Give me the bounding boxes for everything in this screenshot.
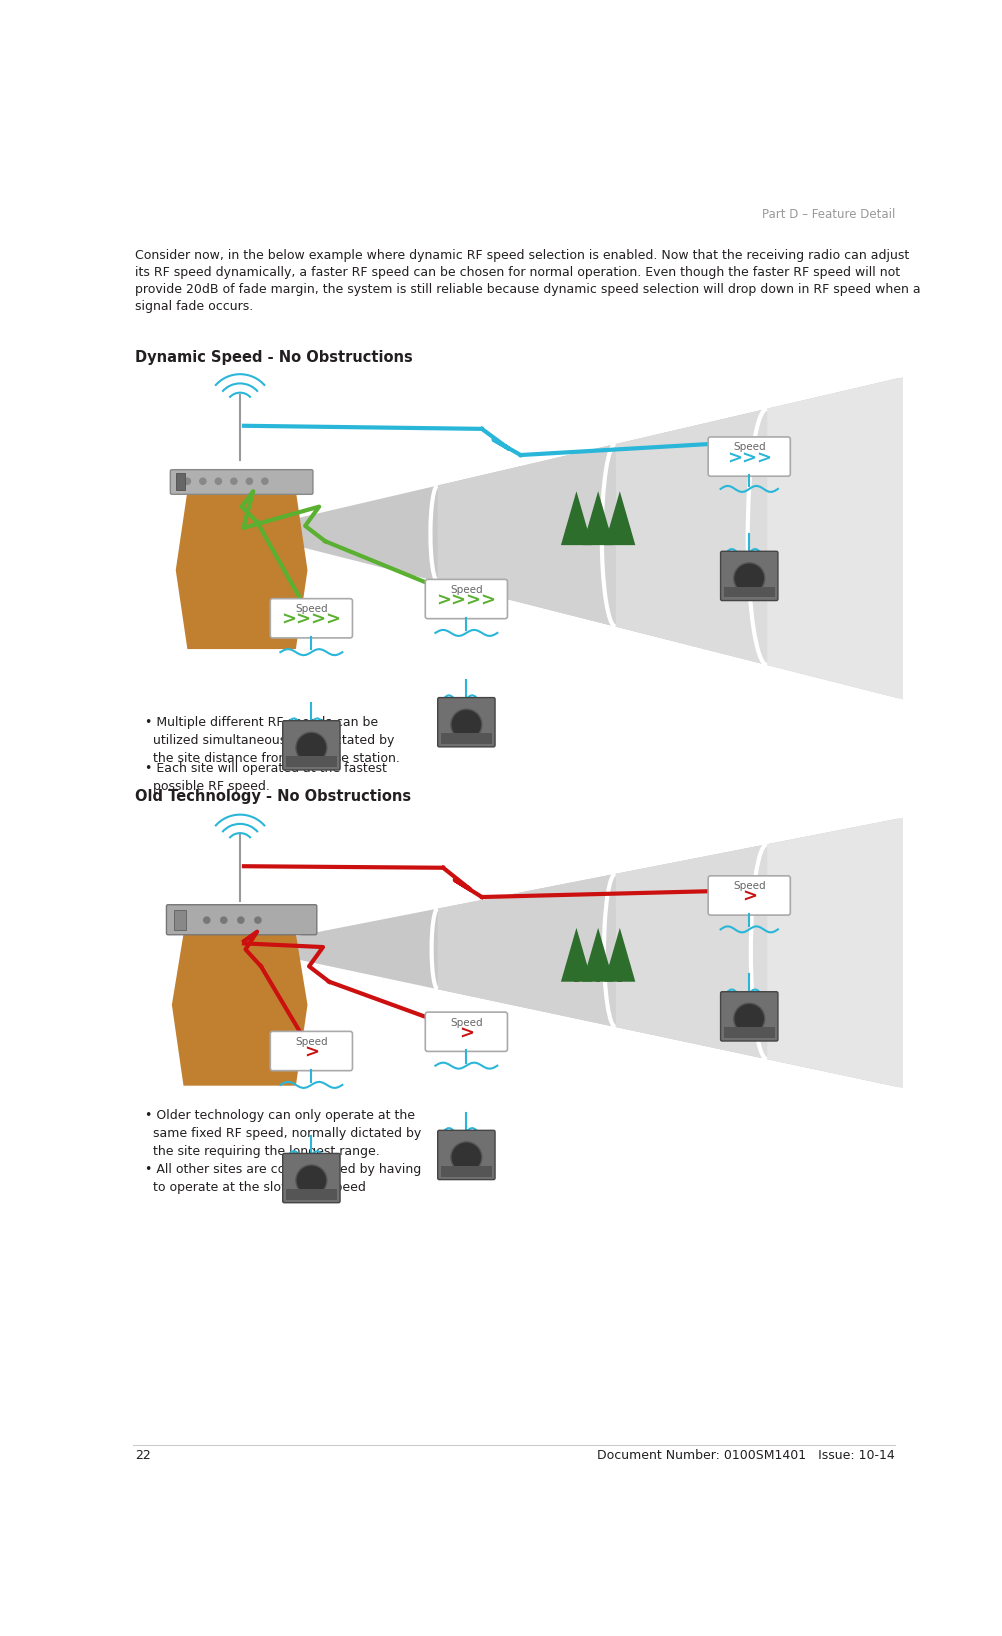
FancyBboxPatch shape [270,599,352,638]
Text: Speed: Speed [295,1037,328,1047]
Polygon shape [437,874,615,1027]
Bar [573,538,578,545]
Text: >>>>: >>>> [436,592,496,610]
Polygon shape [239,818,898,1088]
Circle shape [215,478,221,484]
FancyBboxPatch shape [425,1013,507,1052]
Polygon shape [604,928,634,982]
Text: >>>>: >>>> [282,610,341,628]
Polygon shape [565,502,587,530]
Bar [286,756,337,767]
Circle shape [296,1165,327,1196]
Circle shape [203,918,209,923]
Text: Old Technology - No Obstructions: Old Technology - No Obstructions [134,789,411,805]
Circle shape [451,1142,481,1173]
FancyBboxPatch shape [270,1031,352,1070]
Circle shape [733,1003,764,1034]
Circle shape [199,478,205,484]
Circle shape [733,563,764,594]
Polygon shape [560,928,591,982]
Circle shape [184,478,190,484]
Polygon shape [171,934,308,1086]
Circle shape [230,478,236,484]
Bar [175,473,184,489]
FancyBboxPatch shape [166,905,317,934]
Text: >: > [459,1024,473,1042]
FancyBboxPatch shape [425,579,507,618]
FancyBboxPatch shape [437,697,495,748]
FancyBboxPatch shape [719,991,778,1040]
Polygon shape [615,844,767,1058]
Polygon shape [582,928,613,982]
FancyBboxPatch shape [707,437,790,476]
Circle shape [296,733,327,762]
Polygon shape [437,443,615,627]
Text: Speed: Speed [295,604,328,614]
FancyBboxPatch shape [170,470,313,494]
Text: Speed: Speed [450,584,482,596]
Circle shape [237,918,243,923]
Polygon shape [582,491,613,545]
FancyBboxPatch shape [283,1153,340,1202]
Bar [595,538,600,545]
Polygon shape [608,502,630,530]
Bar [174,910,185,931]
FancyBboxPatch shape [707,875,790,915]
Text: • All other sites are compromised by having
  to operate at the slower RF speed: • All other sites are compromised by hav… [144,1163,421,1194]
FancyBboxPatch shape [719,551,778,600]
Bar [286,1189,337,1199]
Polygon shape [560,491,591,545]
Text: Document Number: 0100SM1401   Issue: 10-14: Document Number: 0100SM1401 Issue: 10-14 [596,1449,894,1463]
Polygon shape [587,939,608,967]
Text: >: > [304,1044,319,1062]
Polygon shape [608,939,630,967]
Polygon shape [587,502,608,530]
Bar [723,587,775,597]
Text: • Each site will operated at the fastest
  possible RF speed.: • Each site will operated at the fastest… [144,762,386,793]
Bar [723,1027,775,1037]
Bar [440,733,491,744]
Text: Speed: Speed [732,882,765,892]
Polygon shape [604,491,634,545]
Polygon shape [565,939,587,967]
Bar [595,975,600,982]
Circle shape [220,918,226,923]
Bar [573,975,578,982]
Text: 22: 22 [134,1449,150,1463]
Text: Speed: Speed [450,1018,482,1027]
Text: >>>: >>> [726,450,771,468]
Bar [440,1166,491,1176]
Text: >: > [741,888,756,906]
Circle shape [262,478,268,484]
Text: • Multiple different RF speeds can be
  utilized simultaneously, as dictated by
: • Multiple different RF speeds can be ut… [144,717,399,766]
Circle shape [246,478,253,484]
Text: Consider now, in the below example where dynamic RF speed selection is enabled. : Consider now, in the below example where… [134,249,920,312]
Text: Dynamic Speed - No Obstructions: Dynamic Speed - No Obstructions [134,350,412,365]
Circle shape [255,918,261,923]
FancyBboxPatch shape [437,1130,495,1180]
Text: Speed: Speed [732,442,765,452]
Polygon shape [615,409,767,664]
Polygon shape [175,491,308,649]
Polygon shape [767,376,905,700]
Text: • Older technology can only operate at the
  same fixed RF speed, normally dicta: • Older technology can only operate at t… [144,1109,421,1158]
Bar [617,538,621,545]
Text: Part D – Feature Detail: Part D – Feature Detail [761,208,894,221]
FancyBboxPatch shape [283,721,340,771]
Bar [617,975,621,982]
Circle shape [451,708,481,739]
Polygon shape [767,818,905,1088]
Polygon shape [239,378,898,699]
